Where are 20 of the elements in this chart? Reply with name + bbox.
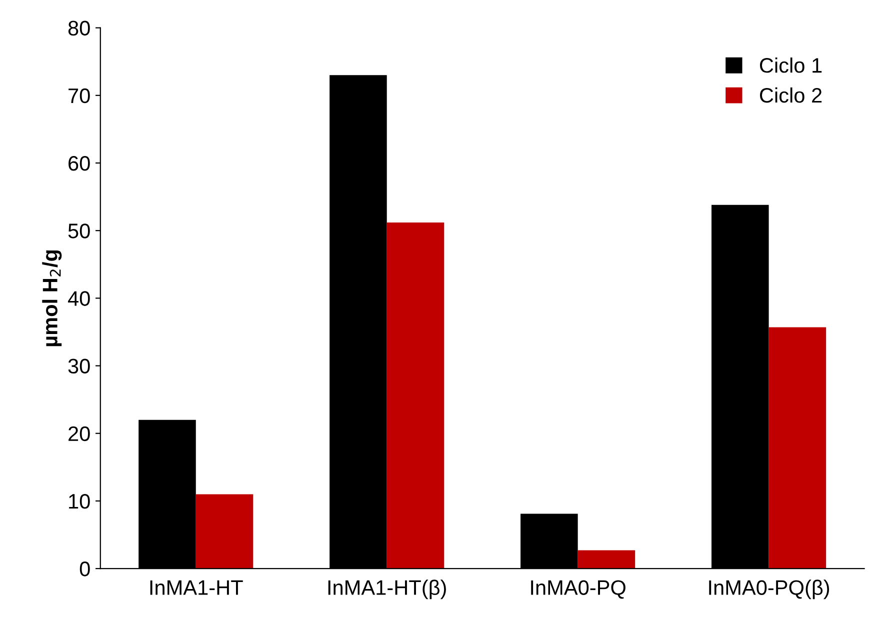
bar — [386, 222, 444, 569]
y-tick-label: 80 — [68, 20, 90, 36]
y-tick-label: 50 — [68, 224, 90, 238]
x-tick-label: InMA0-PQ(β) — [709, 580, 830, 600]
bar — [196, 494, 254, 569]
y-tick-label: 20 — [68, 426, 90, 442]
y-axis-title: µmol H$_{2}$/g — [42, 250, 62, 346]
bar — [578, 550, 636, 569]
y-tick-label: 10 — [69, 494, 90, 509]
y-tick-label: 0 — [80, 562, 90, 576]
y-tick-label: 60 — [68, 156, 90, 171]
y-tick-label: 30 — [68, 358, 90, 374]
y-tick-label: 70 — [68, 88, 90, 104]
x-tick-label: InMA1-HT — [150, 580, 243, 595]
x-tick-label: InMA0-PQ — [531, 580, 626, 599]
x-tick-label: InMA1-HT(β) — [328, 580, 446, 600]
y-tick-label: 40 — [68, 291, 90, 306]
legend-label: Ciclo 2 — [760, 87, 822, 103]
bar — [768, 327, 826, 569]
legend-label: Ciclo 1 — [760, 57, 822, 73]
